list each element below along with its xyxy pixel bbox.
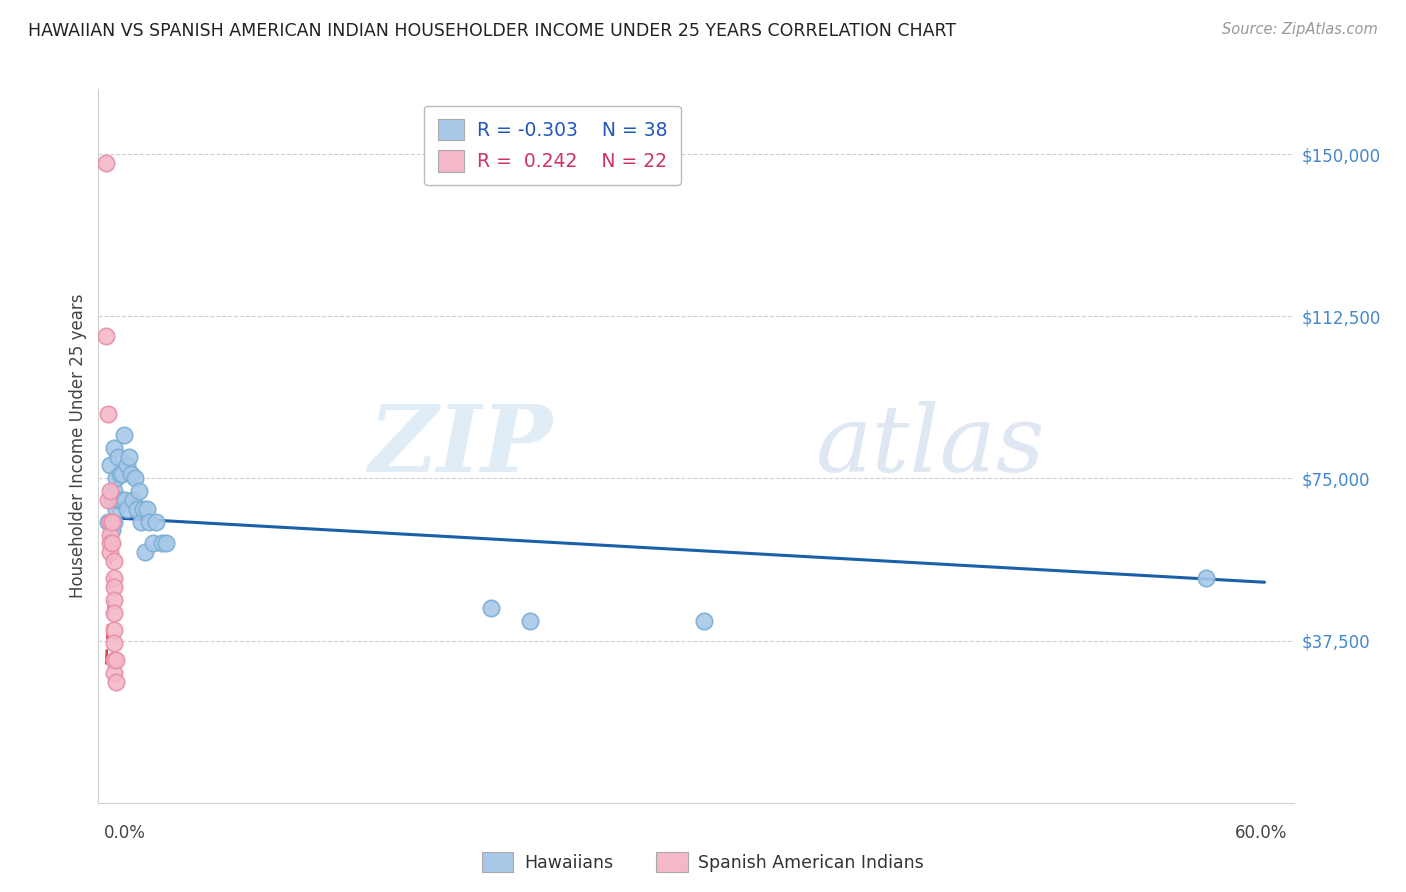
Point (104, 501, 127, 516)
Point (97, 493, 120, 508)
Point (98, 515, 121, 529)
Point (103, 623, 125, 637)
Text: HAWAIIAN VS SPANISH AMERICAN INDIAN HOUSEHOLDER INCOME UNDER 25 YEARS CORRELATIO: HAWAIIAN VS SPANISH AMERICAN INDIAN HOUS… (28, 22, 956, 40)
Point (96, 155, 118, 169)
Point (103, 636, 125, 650)
Point (101, 493, 124, 508)
Point (103, 580, 125, 594)
Point (98, 527, 121, 541)
Point (98, 536, 121, 550)
Point (97, 407, 120, 421)
Point (111, 467, 134, 482)
Point (145, 515, 167, 529)
Point (519, 614, 541, 628)
Point (479, 601, 502, 615)
Y-axis label: Householder Income Under 25 years: Householder Income Under 25 years (69, 293, 87, 599)
Text: atlas: atlas (815, 401, 1045, 491)
Point (97, 515, 120, 529)
Point (117, 501, 139, 516)
Text: Source: ZipAtlas.com: Source: ZipAtlas.com (1222, 22, 1378, 37)
Point (103, 571, 125, 585)
Legend: R = -0.303    N = 38, R =  0.242    N = 22: R = -0.303 N = 38, R = 0.242 N = 22 (425, 106, 681, 185)
Point (108, 493, 131, 508)
Point (103, 592, 125, 607)
Point (107, 493, 129, 508)
Point (122, 493, 145, 508)
Point (118, 450, 141, 464)
Legend: Hawaiians, Spanish American Indians: Hawaiians, Spanish American Indians (475, 845, 931, 879)
Point (112, 428, 135, 442)
Text: ZIP: ZIP (368, 401, 553, 491)
Point (103, 553, 125, 567)
Point (124, 471, 146, 485)
Point (98, 545, 121, 559)
Point (96, 328, 118, 343)
Point (128, 484, 150, 499)
Point (101, 524, 124, 538)
Point (129, 515, 152, 529)
Point (107, 450, 129, 464)
Point (111, 493, 134, 508)
Point (134, 545, 156, 559)
Point (1195, 571, 1218, 585)
Point (98, 458, 121, 473)
Point (104, 653, 127, 667)
Point (98, 484, 121, 499)
Point (142, 536, 165, 550)
Point (150, 536, 173, 550)
Point (114, 493, 136, 508)
Point (135, 501, 157, 516)
Point (693, 614, 716, 628)
Point (103, 666, 125, 681)
Point (101, 515, 124, 529)
Point (103, 441, 125, 455)
Point (120, 467, 142, 482)
Point (103, 653, 125, 667)
Point (103, 606, 125, 620)
Point (104, 674, 127, 689)
Text: 60.0%: 60.0% (1236, 824, 1288, 842)
Point (127, 501, 149, 516)
Point (101, 536, 124, 550)
Point (108, 467, 131, 482)
Point (155, 536, 177, 550)
Point (103, 484, 125, 499)
Point (103, 515, 125, 529)
Point (132, 501, 155, 516)
Point (138, 515, 160, 529)
Text: 0.0%: 0.0% (104, 824, 146, 842)
Point (104, 471, 127, 485)
Point (117, 458, 139, 473)
